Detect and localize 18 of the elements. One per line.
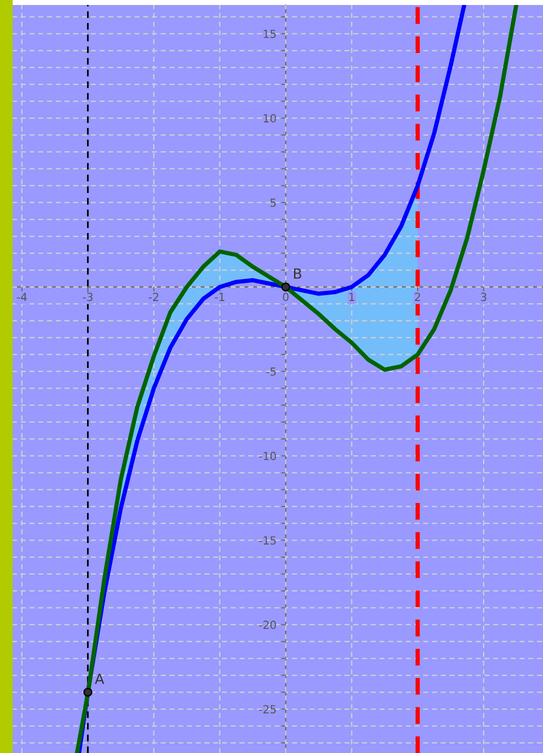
x-tick-label: -1 — [214, 292, 224, 301]
y-tick-label: -20 — [259, 620, 276, 630]
x-tick-label: -4 — [16, 292, 27, 301]
y-tick-label: 10 — [264, 114, 276, 123]
data-label: B — [294, 268, 302, 279]
y-tick-label: 5 — [270, 198, 276, 207]
data-label: A — [94, 674, 104, 684]
y-tick-label: -10 — [259, 452, 276, 460]
x-tick-label: 3 — [480, 292, 486, 302]
x-tick-label: -3 — [82, 292, 93, 302]
y-tick-label: -25 — [259, 705, 276, 714]
y-tick-label: -15 — [259, 536, 276, 545]
x-tick-label: -2 — [148, 292, 158, 301]
x-tick-label: 2 — [414, 292, 420, 301]
y-tick-label: 15 — [264, 30, 276, 38]
x-tick-label: 0 — [282, 292, 289, 302]
x-tick-label: 1 — [349, 292, 354, 301]
y-tick-label: -5 — [266, 368, 276, 376]
